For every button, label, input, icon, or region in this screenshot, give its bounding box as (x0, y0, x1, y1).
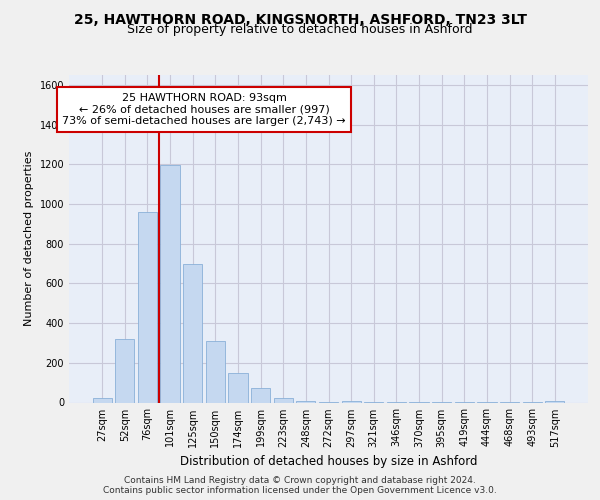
Bar (545, 400, 565, 402)
Bar (251, 388, 270, 402)
Text: 25, HAWTHORN ROAD, KINGSNORTH, ASHFORD, TN23 3LT: 25, HAWTHORN ROAD, KINGSNORTH, ASHFORD, … (74, 12, 527, 26)
Bar (115, 339, 134, 402)
Bar (160, 166, 180, 402)
X-axis label: Distribution of detached houses by size in Ashford: Distribution of detached houses by size … (180, 455, 477, 468)
Text: Size of property relative to detached houses in Ashford: Size of property relative to detached ho… (127, 22, 473, 36)
Bar (341, 400, 361, 402)
Bar (92, 398, 112, 402)
Bar (183, 264, 202, 402)
Text: 25 HAWTHORN ROAD: 93sqm
← 26% of detached houses are smaller (997)
73% of semi-d: 25 HAWTHORN ROAD: 93sqm ← 26% of detache… (62, 93, 346, 126)
Bar (274, 398, 293, 402)
Text: Contains HM Land Registry data © Crown copyright and database right 2024.
Contai: Contains HM Land Registry data © Crown c… (103, 476, 497, 495)
Bar (296, 400, 316, 402)
Y-axis label: Number of detached properties: Number of detached properties (24, 151, 34, 326)
Bar (206, 341, 225, 402)
Bar (229, 372, 248, 402)
Bar (138, 212, 157, 402)
